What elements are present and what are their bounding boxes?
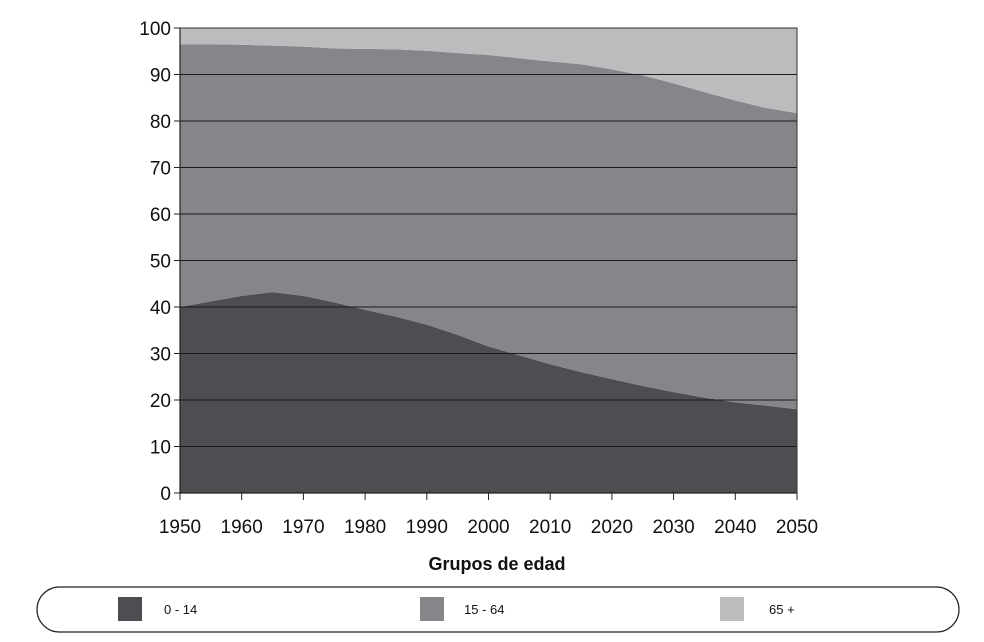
legend-swatch-3	[720, 597, 744, 621]
y-tick-label-40: 40	[150, 298, 171, 319]
y-tick-label-90: 90	[150, 66, 171, 87]
x-tick-label-1960: 1960	[221, 517, 263, 538]
x-tick-label-1950: 1950	[159, 517, 201, 538]
x-tick-label-1980: 1980	[344, 517, 386, 538]
legend: 0 - 14 15 - 64 65 +	[36, 586, 960, 633]
y-tick-label-10: 10	[150, 438, 171, 459]
area-series-2	[180, 44, 797, 410]
y-tick-label-0: 0	[160, 484, 171, 505]
legend-swatch-1	[118, 597, 142, 621]
areas-layer	[180, 28, 797, 493]
legend-label-2: 15 - 64	[464, 602, 504, 617]
x-tick-label-2050: 2050	[776, 517, 818, 538]
y-tick-label-50: 50	[150, 252, 171, 273]
y-tick-label-70: 70	[150, 159, 171, 180]
area-series-1	[180, 292, 797, 493]
x-tick-label-1970: 1970	[282, 517, 324, 538]
x-tick-label-2040: 2040	[714, 517, 756, 538]
y-tick-label-30: 30	[150, 345, 171, 366]
y-tick-label-20: 20	[150, 391, 171, 412]
y-tick-label-80: 80	[150, 112, 171, 133]
x-tick-label-2000: 2000	[467, 517, 509, 538]
x-tick-label-2030: 2030	[652, 517, 694, 538]
y-tick-label-100: 100	[139, 19, 171, 40]
legend-label-1: 0 - 14	[164, 602, 197, 617]
x-tick-label-2010: 2010	[529, 517, 571, 538]
y-tick-label-60: 60	[150, 205, 171, 226]
x-tick-label-1990: 1990	[406, 517, 448, 538]
x-tick-label-2020: 2020	[591, 517, 633, 538]
legend-swatch-2	[420, 597, 444, 621]
legend-label-3: 65 +	[769, 602, 795, 617]
area-series-3	[180, 28, 797, 114]
x-axis-label: Grupos de edad	[428, 554, 565, 574]
